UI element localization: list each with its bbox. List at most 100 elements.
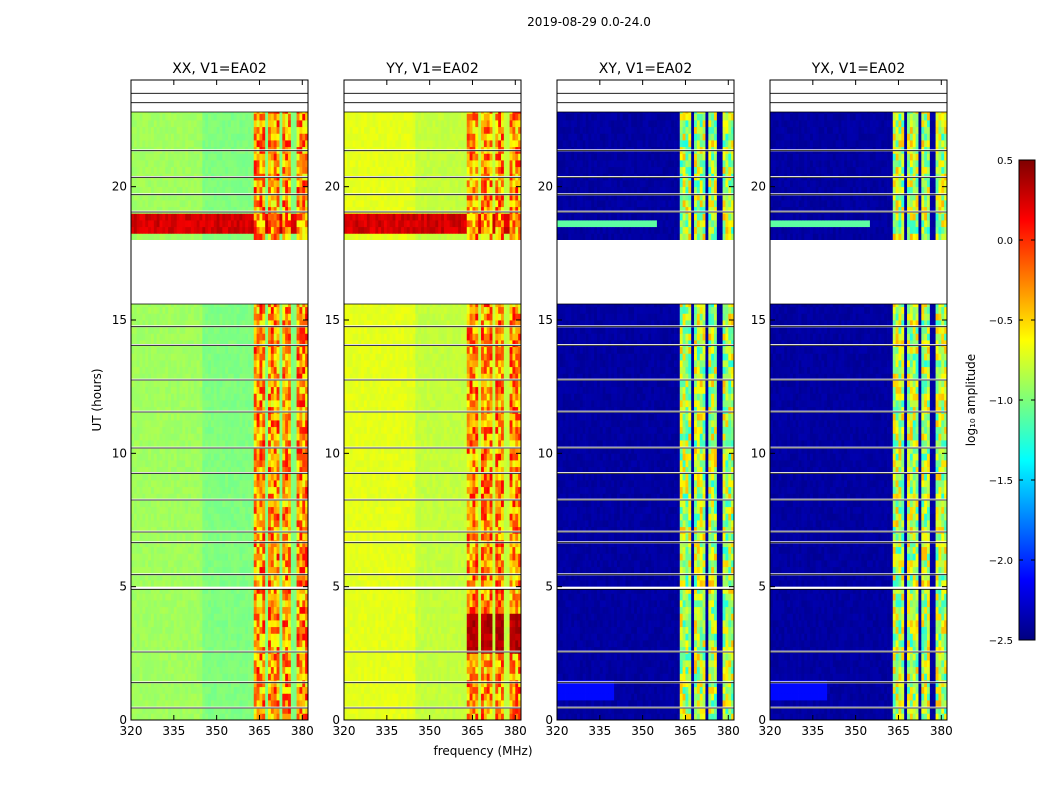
heatmap-cell [165,673,168,680]
heatmap-cell [237,553,240,560]
heatmap-cell [291,560,294,567]
heatmap-cell [297,653,300,660]
heatmap-cell [182,687,185,694]
heatmap-cell [239,613,242,620]
heatmap-cell [140,567,143,574]
heatmap-cell [168,547,171,554]
heatmap-cell [257,580,260,587]
heatmap-cell [234,633,237,640]
heatmap-cell [228,687,231,694]
heatmap-cell [217,673,220,680]
heatmap-cell [134,627,137,634]
heatmap-cell [239,693,242,700]
heatmap-cell [137,640,140,647]
heatmap-cell [188,613,191,620]
heatmap-cell [171,560,174,567]
heatmap-cell [254,673,257,680]
heatmap-cell [279,667,282,674]
heatmap-cell [208,580,211,587]
heatmap-cell [294,580,297,587]
heatmap-cell [171,680,174,687]
heatmap-cell [211,673,214,680]
heatmap-cell [208,607,211,614]
heatmap-cell [191,533,194,540]
heatmap-cell [200,527,203,534]
heatmap-cell [202,533,205,540]
heatmap-cell [205,593,208,600]
heatmap-cell [174,527,177,534]
heatmap-cell [285,653,288,660]
heatmap-cell [180,620,183,627]
heatmap-cell [214,680,217,687]
heatmap-cell [291,687,294,694]
heatmap-cell [174,693,177,700]
heatmap-cell [180,613,183,620]
heatmap-cell [145,547,148,554]
heatmap-cell [277,527,280,534]
heatmap-cell [214,673,217,680]
heatmap-cell [205,700,208,707]
heatmap-cell [251,593,254,600]
heatmap-cell [160,647,163,654]
heatmap-cell [279,593,282,600]
heatmap-cell [257,560,260,567]
heatmap-cell [248,640,251,647]
heatmap-cell [211,553,214,560]
heatmap-cell [231,580,234,587]
heatmap-cell [211,660,214,667]
heatmap-cell [248,580,251,587]
heatmap-cell [137,560,140,567]
heatmap-cell [271,667,274,674]
heatmap-cell [277,607,280,614]
heatmap-cell [234,613,237,620]
heatmap-cell [299,600,302,607]
heatmap-cell [145,600,148,607]
heatmap-cell [302,533,305,540]
heatmap-cell [248,627,251,634]
heatmap-cell [217,680,220,687]
heatmap-cell [211,680,214,687]
heatmap-cell [160,613,163,620]
heatmap-cell [231,700,234,707]
heatmap-cell [234,533,237,540]
heatmap-cell [248,633,251,640]
heatmap-cell [285,580,288,587]
heatmap-cell [160,627,163,634]
heatmap-cell [245,613,248,620]
heatmap-cell [157,653,160,660]
heatmap-cell [214,540,217,547]
heatmap-cell [262,653,265,660]
heatmap-cell [245,593,248,600]
heatmap-cell [254,540,257,547]
heatmap-cell [279,627,282,634]
heatmap-cell [302,553,305,560]
heatmap-cell [205,607,208,614]
heatmap-cell [220,533,223,540]
heatmap-cell [251,607,254,614]
heatmap-cell [297,613,300,620]
heatmap-cell [202,600,205,607]
heatmap-cell [140,520,143,527]
heatmap-cell [299,593,302,600]
heatmap-cell [185,620,188,627]
heatmap-cell [205,680,208,687]
heatmap-cell [220,567,223,574]
heatmap-cell [154,593,157,600]
heatmap-cell [297,553,300,560]
heatmap-cell [211,620,214,627]
heatmap-cell [231,567,234,574]
heatmap-cell [174,633,177,640]
heatmap-cell [271,620,274,627]
heatmap-cell [259,633,262,640]
heatmap-cell [242,553,245,560]
heatmap-cell [177,553,180,560]
heatmap-cell [220,680,223,687]
heatmap-cell [180,607,183,614]
heatmap-cell [145,633,148,640]
heatmap-cell [234,647,237,654]
heatmap-cell [174,680,177,687]
heatmap-cell [208,693,211,700]
heatmap-cell [225,713,228,720]
heatmap-cell [160,680,163,687]
heatmap-cell [157,667,160,674]
